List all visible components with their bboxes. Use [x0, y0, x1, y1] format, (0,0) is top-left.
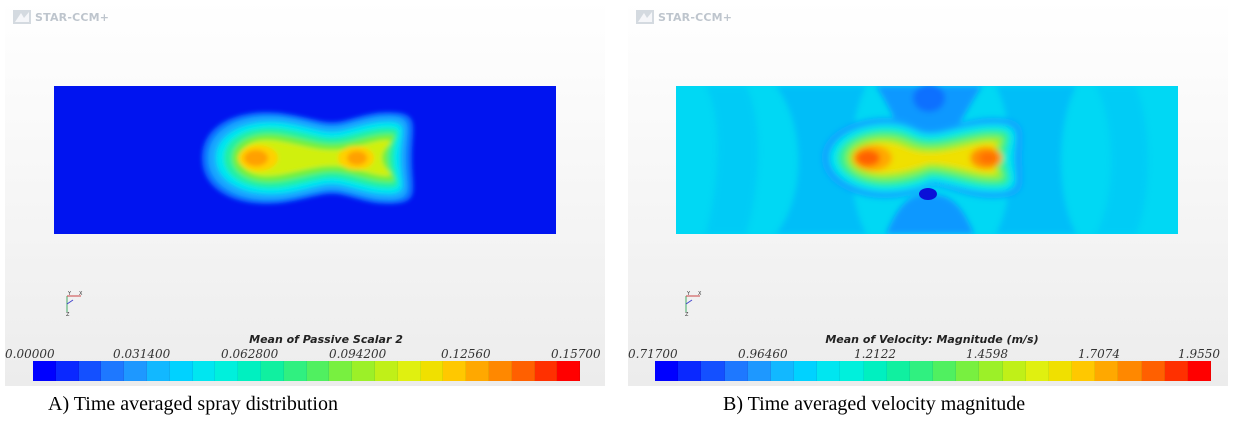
tick-label: 1.4598 — [966, 347, 1008, 361]
colorbar-segment — [1118, 361, 1142, 381]
colorbar-segment — [169, 361, 193, 381]
colorbar — [655, 361, 1212, 381]
colorbar-segment — [511, 361, 535, 381]
tick-label: 1.7074 — [1078, 347, 1120, 361]
figure-caption-a: A) Time averaged spray distribution — [48, 393, 338, 415]
colorbar-segment — [794, 361, 818, 381]
tick-label: 0.062800 — [221, 347, 279, 361]
colorbar-segment — [352, 361, 375, 381]
star-ccm-logo: STAR-CCM+ — [13, 9, 109, 25]
colorbar-segment — [534, 361, 558, 381]
colorbar-segment — [840, 361, 864, 381]
tick-label: 0.094200 — [329, 347, 387, 361]
colorbar-segment — [863, 361, 887, 381]
legend-title: Mean of Passive Scalar 2 — [249, 333, 403, 346]
colorbar-ticks: 0.00000 0.031400 0.062800 0.094200 0.125… — [5, 347, 605, 361]
star-ccm-logo-icon — [636, 10, 654, 24]
svg-text:Z: Z — [685, 312, 689, 316]
colorbar-segment — [886, 361, 910, 381]
logo-text: STAR-CCM+ — [658, 10, 733, 24]
colorbar-segment — [933, 361, 957, 381]
spray-distribution-contour — [54, 86, 556, 234]
colorbar-segment — [1072, 361, 1096, 381]
logo-text: STAR-CCM+ — [35, 10, 110, 24]
colorbar-segment — [1048, 361, 1073, 381]
tick-label: 0.031400 — [113, 347, 171, 361]
colorbar — [33, 361, 581, 381]
colorbar-segment — [238, 361, 261, 381]
svg-text:Z: Z — [66, 312, 70, 316]
colorbar-segment — [33, 361, 56, 381]
colorbar-segment — [488, 361, 512, 381]
colorbar-segment — [956, 361, 980, 381]
colorbar-segment — [678, 361, 702, 381]
colorbar-segment — [443, 361, 467, 381]
colorbar-segment — [306, 361, 330, 381]
legend-title: Mean of Velocity: Magnitude (m/s) — [825, 333, 1039, 346]
colorbar-segment — [329, 361, 353, 381]
colorbar-segment — [817, 361, 841, 381]
tick-label: 1.9550 — [1178, 347, 1220, 361]
colorbar-segment — [557, 361, 581, 381]
colorbar-segment — [215, 361, 239, 381]
colorbar-segment — [78, 361, 102, 381]
colorbar-segment — [283, 361, 307, 381]
colorbar-segment — [979, 361, 1003, 381]
svg-text:Y: Y — [67, 291, 72, 297]
colorbar-segment — [55, 361, 79, 381]
tick-label: 0.96460 — [738, 347, 788, 361]
tick-label: 1.2122 — [854, 347, 896, 361]
colorbar-segment — [747, 361, 771, 381]
axis-triad-icon: Y X Z — [66, 291, 83, 316]
svg-text:X: X — [698, 291, 702, 297]
colorbar-segment — [124, 361, 147, 381]
colorbar-segment — [770, 361, 795, 381]
colorbar-ticks: 0.71700 0.96460 1.2122 1.4598 1.7074 1.9… — [628, 347, 1228, 361]
colorbar-segment — [1141, 361, 1165, 381]
axis-triad-icon: Y X Z — [685, 291, 702, 316]
colorbar-segment — [1095, 361, 1119, 381]
svg-text:X: X — [79, 291, 83, 297]
figure-caption-b: B) Time averaged velocity magnitude — [723, 393, 1026, 415]
colorbar-segment — [192, 361, 216, 381]
colorbar-segment — [1025, 361, 1049, 381]
panel-velocity-magnitude: STAR-CCM+ — [628, 0, 1228, 386]
colorbar-segment — [909, 361, 934, 381]
star-ccm-logo: STAR-CCM+ — [636, 9, 732, 25]
colorbar-segment — [374, 361, 398, 381]
colorbar-segment — [466, 361, 489, 381]
colorbar-segment — [146, 361, 170, 381]
colorbar-segment — [701, 361, 725, 381]
svg-text:Y: Y — [686, 291, 691, 297]
tick-label: 0.15700 — [551, 347, 601, 361]
tick-label: 0.00000 — [5, 347, 55, 361]
panel-spray-distribution: STAR-CCM+ Y X Z Mean of Pass — [5, 0, 605, 386]
colorbar-segment — [397, 361, 421, 381]
colorbar-segment — [724, 361, 748, 381]
star-ccm-logo-icon — [13, 10, 31, 24]
colorbar-segment — [1187, 361, 1212, 381]
colorbar-segment — [1002, 361, 1026, 381]
velocity-magnitude-contour — [676, 86, 1178, 234]
tick-label: 0.71700 — [628, 347, 678, 361]
colorbar-segment — [420, 361, 444, 381]
colorbar-segment — [260, 361, 284, 381]
colorbar-segment — [1164, 361, 1188, 381]
colorbar-segment — [655, 361, 679, 381]
tick-label: 0.12560 — [441, 347, 491, 361]
colorbar-segment — [101, 361, 125, 381]
